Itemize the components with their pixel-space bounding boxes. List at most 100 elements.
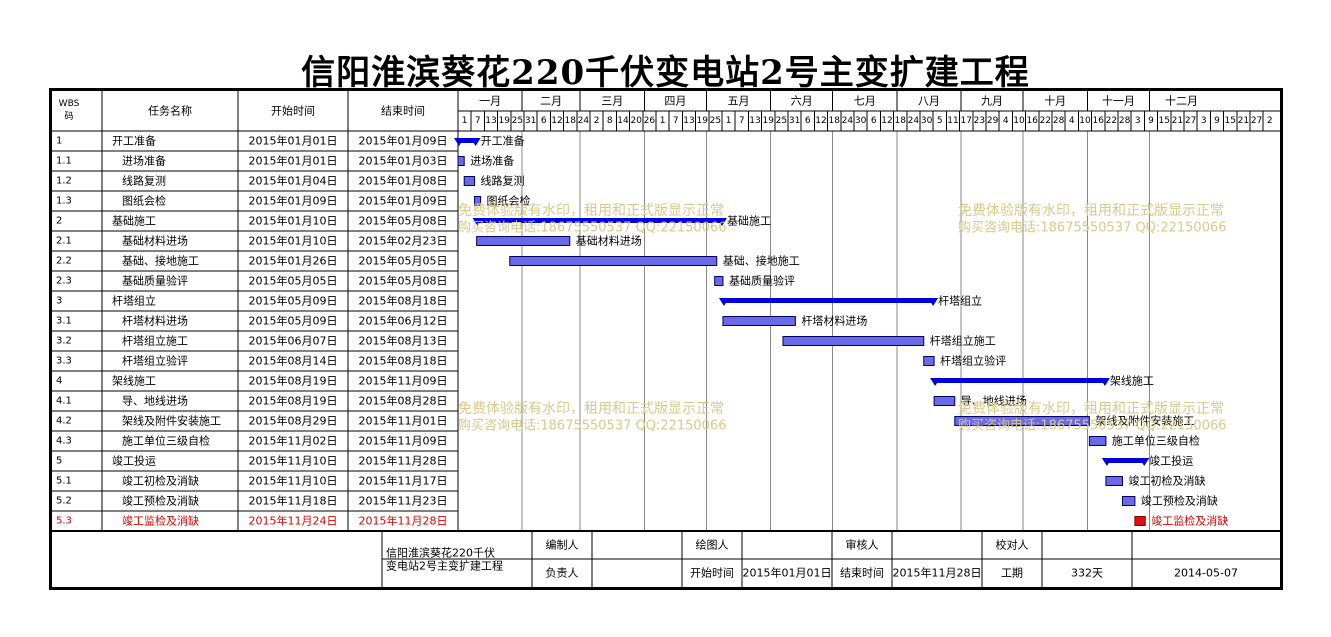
day-tick: 9 [1214,116,1220,126]
day-tick: 23 [974,116,985,126]
task-wbs: 1 [56,136,62,147]
day-tick: 21 [1238,116,1249,126]
task-bar [933,396,956,406]
task-start: 2015年08月19日 [249,394,338,408]
task-end: 2015年11月09日 [359,374,448,388]
day-tick: 21 [1172,116,1183,126]
task-bar [463,176,476,186]
footer-label: 编制人 [546,538,579,552]
day-tick: 1 [462,116,468,126]
month-label: 七月 [854,95,876,108]
day-tick: 4 [1003,116,1009,126]
day-tick: 6 [871,116,877,126]
task-start: 2015年01月26日 [249,254,338,268]
page-title: 信阳淮滨葵花220千伏变电站2号主变扩建工程 [301,53,1030,93]
task-name: 杆塔组立 [112,294,156,308]
task-name: 线路复测 [122,174,166,188]
day-tick: 13 [683,116,694,126]
task-start: 2015年01月04日 [249,174,338,188]
watermark-text: 免费体验版有水印，租用和正式版显示正常 [958,401,1224,417]
task-wbs: 3.2 [56,336,72,347]
day-tick: 29 [987,116,999,126]
day-tick: 27 [1185,116,1196,126]
task-start: 2015年11月24日 [249,514,338,528]
bar-label: 线路复测 [481,174,525,188]
summary-bar-end-cap [716,218,727,226]
summary-bar [934,378,1106,383]
day-tick: 18 [828,116,840,126]
day-tick: 22 [1040,116,1051,126]
col-header-start: 开始时间 [271,104,315,118]
bar-label: 开工准备 [481,134,525,148]
critical-task-bar [1134,516,1146,526]
summary-bar-start-cap [718,298,729,306]
summary-bar-end-cap [1099,378,1110,386]
task-wbs: 3.3 [56,356,72,367]
month-label: 二月 [540,95,562,108]
bar-label: 基础质量验评 [729,274,795,288]
day-tick: 17 [960,116,971,126]
month-label: 五月 [727,95,749,108]
bar-label: 杆塔组立验评 [940,354,1006,368]
day-tick: 14 [617,116,629,126]
day-tick: 18 [564,116,576,126]
watermark-text: 购买咨询电话:18675550537 QQ:22150066 [958,418,1227,434]
task-wbs: 1.2 [56,176,72,187]
day-tick: 25 [776,116,787,126]
watermark-text: 免费体验版有水印，租用和正式版显示正常 [458,203,724,219]
task-wbs: 1.1 [56,156,72,167]
day-tick: 28 [1119,116,1131,126]
task-bar [782,336,925,346]
summary-bar-end-cap [928,298,939,306]
task-end: 2015年05月05日 [359,254,448,268]
task-name: 开工准备 [112,134,156,148]
col-header-wbs: 码 [64,111,73,122]
month-label: 四月 [664,95,686,108]
day-tick: 6 [805,116,811,126]
bar-label: 图纸会检 [487,194,531,208]
day-tick: 1 [726,116,732,126]
day-tick: 30 [921,116,933,126]
task-wbs: 2.2 [56,256,72,267]
task-start: 2015年11月18日 [249,494,338,508]
bar-label: 竣工投运 [1149,454,1193,468]
day-tick: 24 [908,116,920,126]
day-tick: 13 [749,116,760,126]
day-tick: 7 [673,116,679,126]
month-label: 八月 [918,95,940,108]
task-name: 竣工预检及消缺 [122,494,199,508]
footer-end-value: 2015年11月28日 [893,566,982,580]
summary-bar [1105,458,1146,463]
task-start: 2015年01月10日 [249,214,338,228]
footer-duration-value: 332天 [1071,567,1103,580]
task-bar [954,416,1090,426]
watermark-text: 免费体验版有水印，租用和正式版显示正常 [958,203,1224,219]
footer-label: 结束时间 [840,567,884,580]
task-wbs: 5.2 [56,496,72,507]
day-tick: 19 [498,116,510,126]
task-end: 2015年01月08日 [359,174,448,188]
day-tick: 18 [894,116,906,126]
task-end: 2015年05月08日 [359,274,448,288]
task-name: 基础材料进场 [122,234,188,248]
day-tick: 10 [1013,116,1025,126]
task-name: 基础、接地施工 [122,255,199,268]
day-tick: 24 [578,116,590,126]
task-start: 2015年05月05日 [249,274,338,288]
task-start: 2015年01月01日 [249,154,338,168]
task-name: 竣工初检及消缺 [122,474,199,488]
summary-bar [458,138,477,143]
bar-label: 竣工监检及消缺 [1151,514,1228,528]
summary-bar-end-cap [470,138,481,146]
footer-label: 负责人 [546,566,579,580]
month-label: 三月 [601,95,623,108]
task-bar [457,156,465,166]
task-start: 2015年01月01日 [249,134,338,148]
task-wbs: 3.1 [56,316,72,327]
task-start: 2015年11月02日 [249,434,338,448]
day-tick: 12 [815,116,826,126]
task-bar [923,356,935,366]
task-name: 图纸会检 [122,194,166,208]
bar-label: 架线及附件安装施工 [1095,414,1194,428]
task-end: 2015年01月03日 [359,154,448,168]
